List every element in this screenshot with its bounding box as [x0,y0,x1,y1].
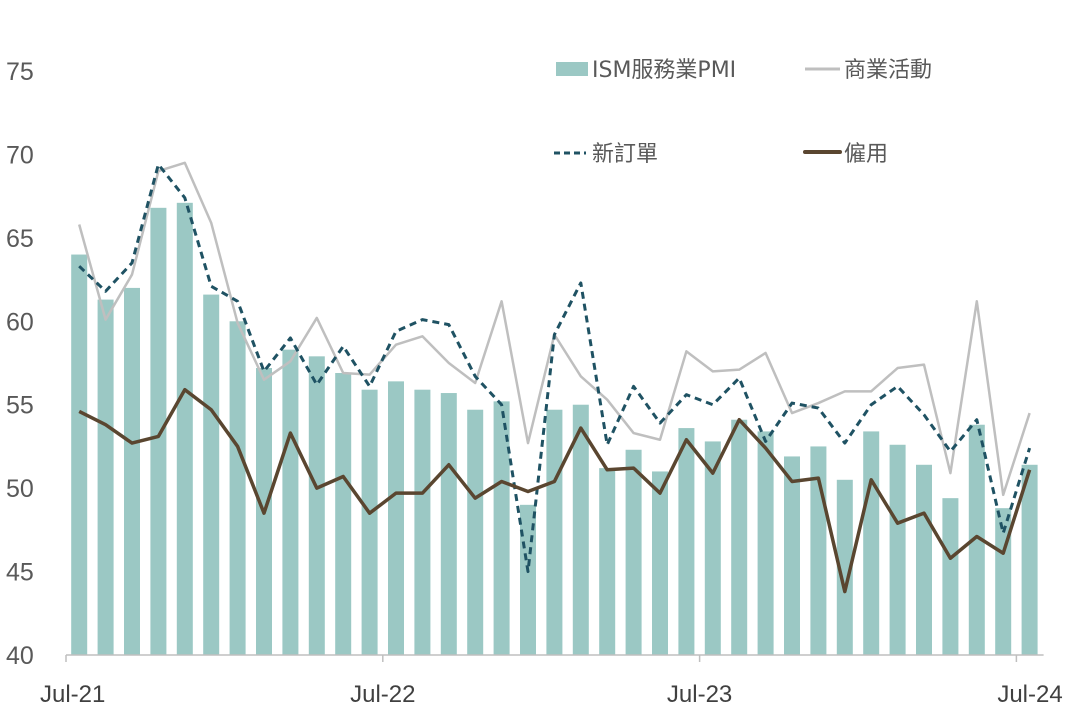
bar-Aug-21 [97,299,114,655]
legend-swatch-pmi [556,62,588,76]
bar-May-24 [968,424,985,655]
bar-Sep-21 [124,287,140,655]
bar-Nov-22 [493,401,510,655]
y-tick-label: 45 [6,559,34,587]
bar-Jun-22 [361,389,378,655]
y-tick-label: 40 [6,642,34,670]
bar-Mar-22 [282,349,299,655]
bar-Oct-22 [467,409,484,655]
bar-Jun-23 [678,428,695,655]
bar-Jul-24 [1021,464,1038,655]
bar-Aug-22 [414,389,431,655]
bar-Apr-22 [308,356,325,655]
y-tick-label: 75 [6,58,34,86]
series-lines [77,161,1032,594]
bar-Jan-24 [863,431,880,655]
legend-label-employment: 僱用 [844,142,888,167]
bar-Jul-23 [704,441,721,655]
bar-May-23 [652,471,668,655]
legend-label-business-activity: 商業活動 [844,58,932,83]
bar-Sep-22 [440,393,457,655]
legend-label-new-orders: 新訂單 [592,142,658,167]
y-tick-label: 70 [6,141,34,169]
y-tick-label: 65 [6,225,34,253]
bar-Jul-21 [71,254,88,656]
bar-Oct-23 [784,456,800,655]
bar-Oct-21 [150,207,167,655]
y-tick-label: 60 [6,308,34,336]
bar-Aug-23 [731,419,748,655]
legend: ISM服務業PMI 商業活動 新訂單 僱用 [554,58,932,167]
bar-Feb-23 [572,404,589,655]
bar-Sep-23 [757,431,774,655]
y-axis-ticks: 40 45 50 55 60 65 70 75 [6,58,34,670]
legend-label-pmi: ISM服務業PMI [592,58,736,83]
bar-Dec-23 [836,479,853,655]
bar-Jul-22 [388,381,404,655]
bar-Mar-24 [916,464,932,655]
bar-May-22 [335,373,352,655]
bars-ism-services-pmi [71,202,1038,656]
bar-Apr-24 [942,498,959,655]
bar-Jan-23 [546,409,563,655]
bar-Mar-23 [599,468,616,655]
x-axis: Jul-21 Jul-22 Jul-23 Jul-24 [40,654,1063,708]
x-tick-label: Jul-23 [667,681,732,708]
x-tick-label: Jul-24 [997,681,1062,708]
bar-Jan-22 [229,321,246,655]
bar-Apr-23 [625,449,642,655]
x-tick-label: Jul-22 [350,681,415,708]
x-tick-label: Jul-21 [40,681,105,708]
bar-Feb-24 [889,444,906,655]
bar-Nov-21 [176,202,193,655]
y-tick-label: 50 [6,475,34,503]
y-tick-label: 55 [6,392,34,420]
bar-Dec-21 [203,294,220,655]
